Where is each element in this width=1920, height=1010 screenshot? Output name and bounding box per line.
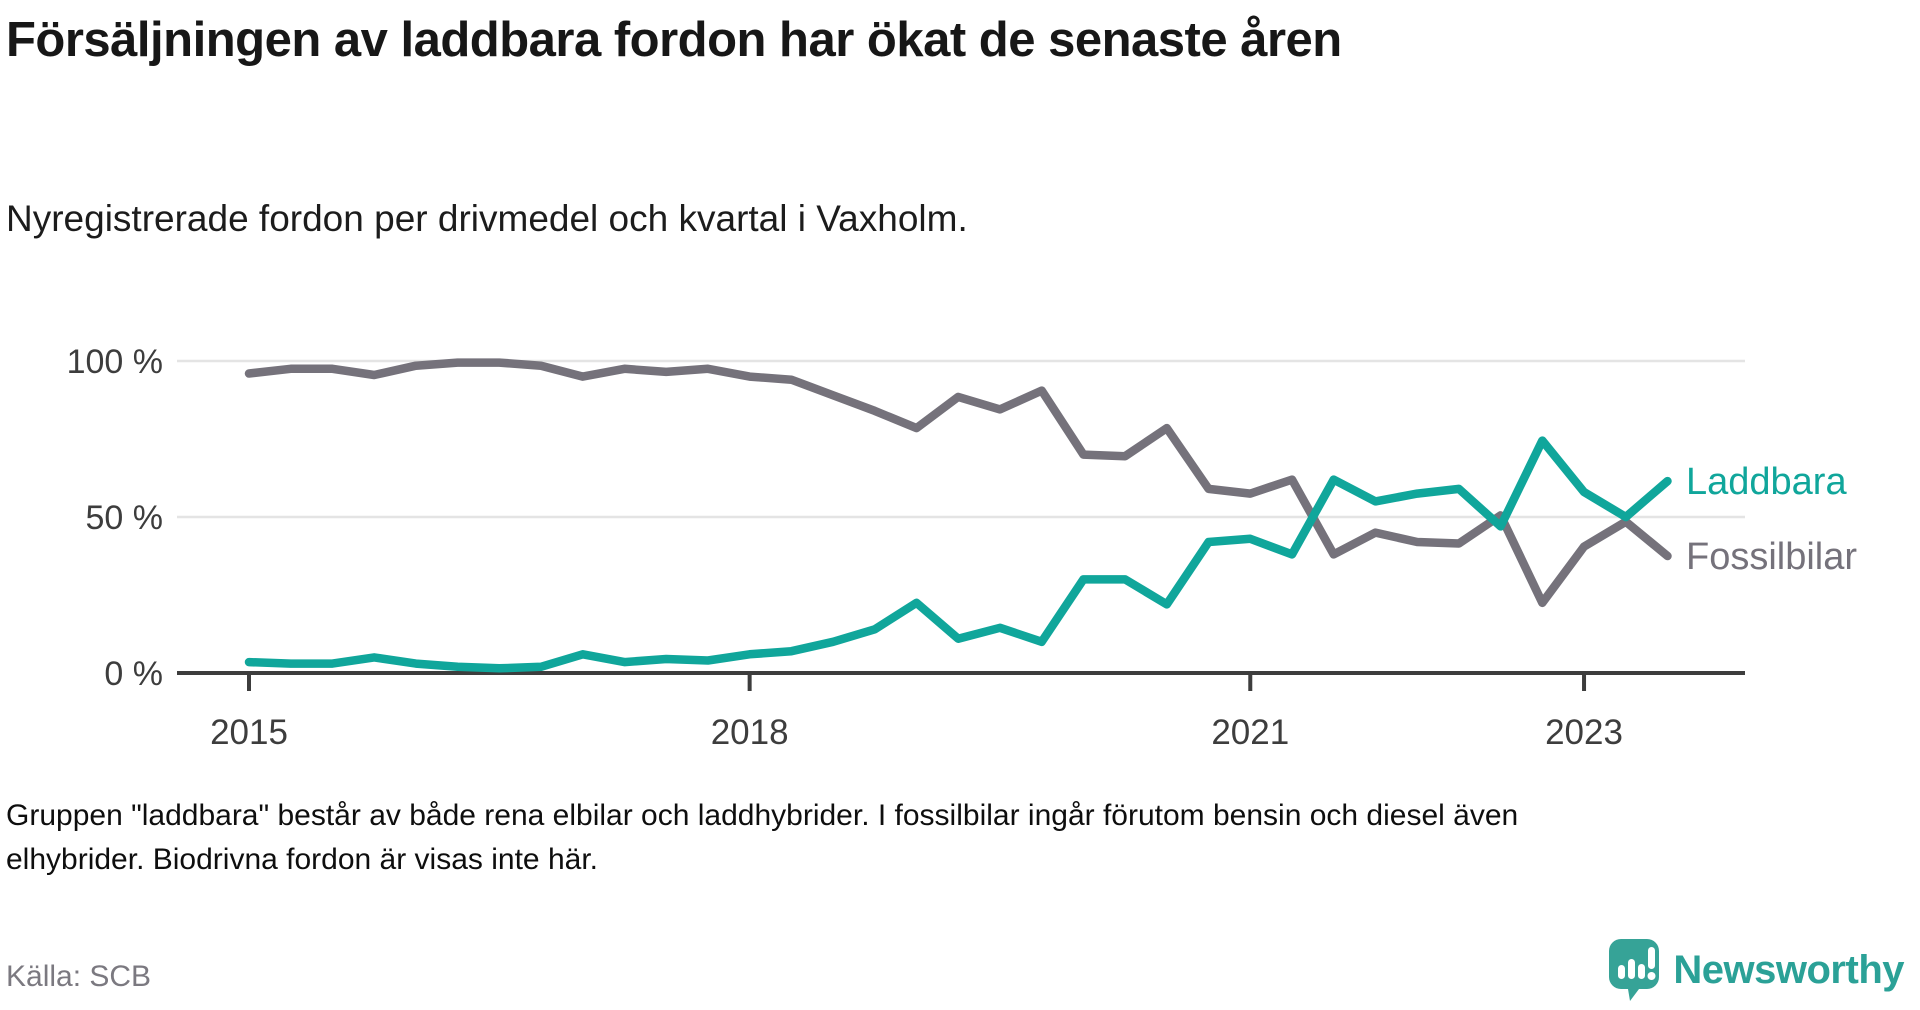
series-line-fossilbilar [244,358,1672,608]
y-tick-label: 100 % [67,343,163,381]
x-tick-label: 2015 [210,713,288,752]
line-chart: 2015 2018 2021 2023 0 % 50 % 100 % Laddbara F… [67,343,1858,752]
newsworthy-logo-text: Newsworthy [1673,947,1904,992]
y-tick-label: 50 % [86,499,164,537]
footnote: Gruppen "laddbara" består av både rena e… [6,799,1519,877]
chart-subtitle: Nyregistrerade fordon per drivmedel och … [6,198,968,239]
gridlines [177,359,1745,519]
source-label: Källa: SCB [6,960,152,993]
x-axis: 2015 2018 2021 2023 [177,671,1745,752]
series-label-fossilbilar: Fossilbilar [1686,536,1857,578]
newsworthy-logo-icon [1609,939,1660,1001]
series-line-laddbara [244,436,1672,673]
y-tick-label: 0 % [104,655,163,693]
series-label-laddbara: Laddbara [1686,461,1847,503]
x-tick-label: 2021 [1211,713,1289,752]
x-tick-label: 2018 [711,713,789,752]
y-axis-labels: 0 % 50 % 100 % [67,343,163,693]
chart-title: Försäljningen av laddbara fordon har öka… [6,13,1342,67]
branding: Newsworthy [1608,938,1904,1002]
x-tick-label: 2023 [1545,713,1623,752]
